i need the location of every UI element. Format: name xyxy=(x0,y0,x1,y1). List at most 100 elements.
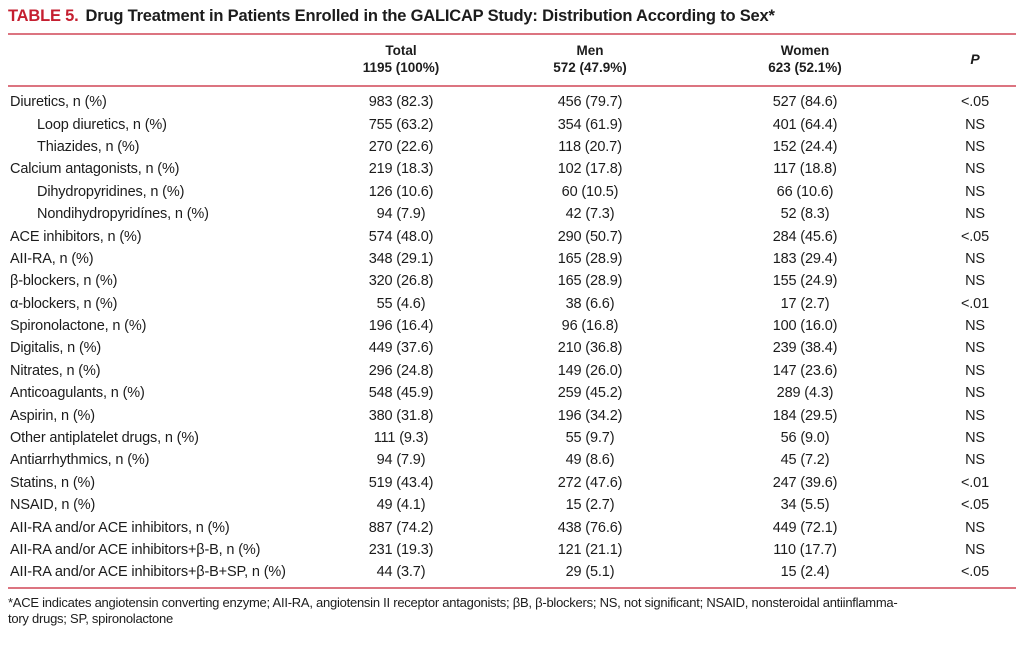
cell-men: 60 (10.5) xyxy=(561,183,619,200)
column-header-total-name: Total xyxy=(385,43,417,58)
rule-top xyxy=(8,33,1016,35)
cell-total: 44 (3.7) xyxy=(376,564,426,581)
cell-p: NS xyxy=(965,362,985,379)
table-row: Antiarrhythmics, n (%) 94 (7.9) 49 (8.6) 45… xyxy=(8,449,1016,471)
cell-total: 983 (82.3) xyxy=(368,94,434,111)
table-row: ACE inhibitors, n (%) 574 (48.0) 290 (50.7… xyxy=(8,225,1016,247)
cell-p: <.05 xyxy=(960,94,990,111)
column-header-women-count: 623 (52.1%) xyxy=(768,60,842,75)
column-header-total-count: 1195 (100%) xyxy=(362,60,440,75)
table-row: AII-RA and/or ACE inhibitors+β-B+SP, n (… xyxy=(8,561,1016,583)
row-label: AII-RA and/or ACE inhibitors+β-B+SP, n (… xyxy=(10,564,286,581)
table-row: NSAID, n (%) 49 (4.1) 15 (2.7) 34 (5.5) <.05 xyxy=(8,494,1016,516)
cell-total: 126 (10.6) xyxy=(368,183,434,200)
cell-men: 29 (5.1) xyxy=(565,564,615,581)
cell-total: 380 (31.8) xyxy=(368,407,434,424)
cell-men: 272 (47.6) xyxy=(557,474,623,491)
cell-women: 247 (39.6) xyxy=(772,474,838,491)
cell-total: 196 (16.4) xyxy=(368,318,434,335)
cell-total: 49 (4.1) xyxy=(376,497,426,514)
table-title-text: Drug Treatment in Patients Enrolled in t… xyxy=(85,7,775,25)
cell-men: 354 (61.9) xyxy=(557,116,623,133)
row-label: AII-RA, n (%) xyxy=(10,250,94,267)
cell-total: 94 (7.9) xyxy=(376,452,426,469)
cell-total: 449 (37.6) xyxy=(368,340,434,357)
cell-p: NS xyxy=(965,161,985,178)
column-header-p-label: P xyxy=(970,50,980,67)
cell-p: NS xyxy=(965,183,985,200)
cell-women: 17 (2.7) xyxy=(780,295,830,312)
cell-women: 117 (18.8) xyxy=(773,161,837,178)
cell-total: 574 (48.0) xyxy=(368,228,434,245)
row-label: Other antiplatelet drugs, n (%) xyxy=(10,430,199,447)
cell-total: 94 (7.9) xyxy=(376,206,426,223)
table-row: Diuretics, n (%) 983 (82.3) 456 (79.7) 527 … xyxy=(8,91,1016,113)
footnote-line-2: tory drugs; SP, spironolactone xyxy=(8,610,173,626)
row-label: β-blockers, n (%) xyxy=(10,273,118,290)
cell-men: 96 (16.8) xyxy=(561,318,619,335)
table-header: Total 1195 (100%) Men 572 (47.9%) Women … xyxy=(8,35,1016,85)
cell-men: 55 (9.7) xyxy=(565,430,615,447)
table-row: Other antiplatelet drugs, n (%) 111 (9.3)… xyxy=(8,427,1016,449)
column-header-total: Total 1195 (100%) xyxy=(298,42,504,76)
cell-total: 548 (45.9) xyxy=(368,385,434,402)
cell-p: NS xyxy=(965,452,985,469)
cell-p: NS xyxy=(965,430,985,447)
cell-total: 348 (29.1) xyxy=(368,250,434,267)
cell-women: 284 (45.6) xyxy=(772,228,838,245)
row-label: Statins, n (%) xyxy=(10,474,95,491)
cell-p: <.05 xyxy=(960,497,990,514)
cell-women: 527 (84.6) xyxy=(772,94,838,111)
cell-total: 320 (26.8) xyxy=(368,273,434,290)
column-header-women-name: Women xyxy=(780,43,830,58)
table-body: Diuretics, n (%) 983 (82.3) 456 (79.7) 527 … xyxy=(8,87,1016,587)
rule-bottom xyxy=(8,586,1016,589)
table-row: Nondihydropyridínes, n (%) 94 (7.9) 42 (7.… xyxy=(8,203,1016,225)
cell-p: NS xyxy=(965,385,985,402)
cell-men: 49 (8.6) xyxy=(565,452,615,469)
table-row: Aspirin, n (%) 380 (31.8) 196 (34.2) 184 (2… xyxy=(8,404,1016,426)
column-header-drug xyxy=(8,42,298,76)
cell-total: 296 (24.8) xyxy=(368,362,434,379)
cell-women: 401 (64.4) xyxy=(772,116,838,133)
cell-p: NS xyxy=(965,407,985,424)
row-label: α-blockers, n (%) xyxy=(10,295,118,312)
cell-women: 152 (24.4) xyxy=(772,138,838,155)
row-label: Digitalis, n (%) xyxy=(10,340,102,357)
cell-women: 147 (23.6) xyxy=(772,362,838,379)
table-row: Nitrates, n (%) 296 (24.8) 149 (26.0) 147 (… xyxy=(8,360,1016,382)
cell-men: 456 (79.7) xyxy=(557,94,623,111)
cell-men: 259 (45.2) xyxy=(557,385,623,402)
table-row: AII-RA and/or ACE inhibitors+β-B, n (%) 2… xyxy=(8,539,1016,561)
row-label: Antiarrhythmics, n (%) xyxy=(10,452,150,469)
row-label: Diuretics, n (%) xyxy=(10,94,107,111)
table-row: Calcium antagonists, n (%) 219 (18.3) 102 … xyxy=(8,158,1016,180)
column-header-men-count: 572 (47.9%) xyxy=(553,60,627,75)
row-label: Nitrates, n (%) xyxy=(10,362,101,379)
cell-women: 34 (5.5) xyxy=(780,497,830,514)
column-header-women: Women 623 (52.1%) xyxy=(676,42,934,76)
cell-p: <.05 xyxy=(960,564,990,581)
table-row: Loop diuretics, n (%) 755 (63.2) 354 (61.9… xyxy=(8,113,1016,135)
cell-total: 231 (19.3) xyxy=(368,542,434,558)
cell-women: 100 (16.0) xyxy=(772,318,838,335)
cell-total: 111 (9.3) xyxy=(373,430,429,447)
cell-men: 438 (76.6) xyxy=(557,519,623,536)
row-label: Anticoagulants, n (%) xyxy=(10,385,145,402)
table-row: Thiazides, n (%) 270 (22.6) 118 (20.7) 152 … xyxy=(8,136,1016,158)
cell-p: NS xyxy=(965,138,985,155)
cell-total: 755 (63.2) xyxy=(368,116,434,133)
cell-total: 887 (74.2) xyxy=(368,519,434,536)
cell-p: NS xyxy=(965,318,985,335)
cell-women: 184 (29.5) xyxy=(772,407,838,424)
row-label: Spironolactone, n (%) xyxy=(10,318,147,335)
cell-total: 55 (4.6) xyxy=(376,295,426,312)
cell-men: 15 (2.7) xyxy=(565,497,615,514)
cell-p: NS xyxy=(965,206,985,223)
row-label: AII-RA and/or ACE inhibitors+β-B, n (%) xyxy=(10,542,261,558)
cell-men: 121 (21.1) xyxy=(557,542,623,558)
cell-women: 289 (4.3) xyxy=(776,385,834,402)
cell-total: 219 (18.3) xyxy=(368,161,434,178)
cell-women: 15 (2.4) xyxy=(780,564,830,581)
